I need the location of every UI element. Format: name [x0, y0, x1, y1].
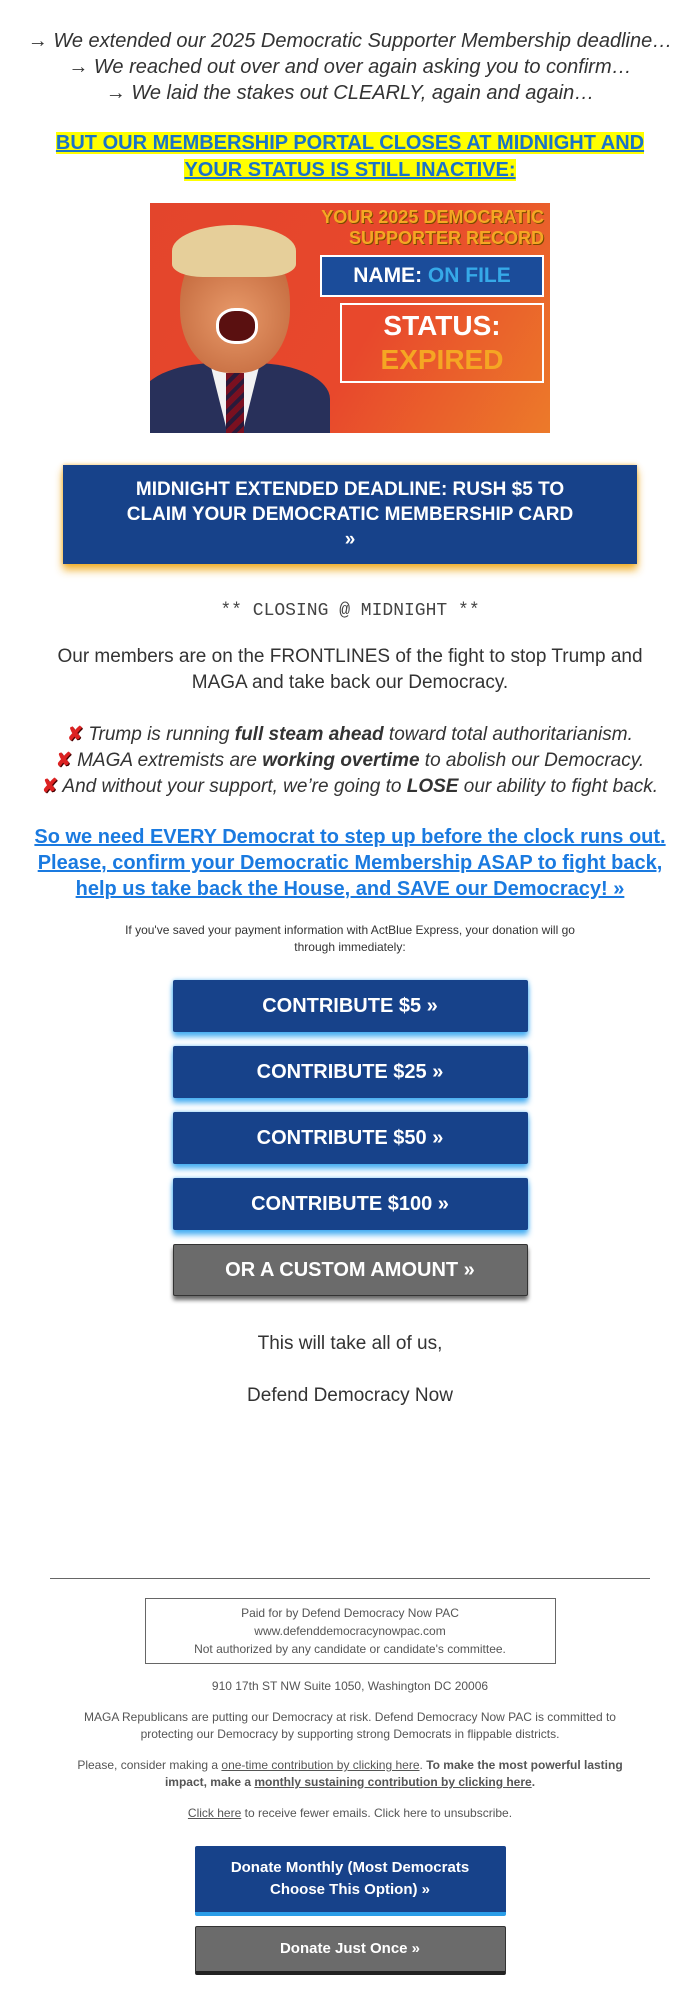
signature: Defend Democracy Now	[247, 1385, 453, 1406]
portrait-hair	[172, 225, 296, 277]
portrait-tie	[226, 373, 244, 433]
name-value: ON FILE	[427, 264, 511, 287]
cross-mark-icon: ✘	[67, 724, 84, 745]
donate-once-button[interactable]: Donate Just Once »	[194, 1926, 506, 1975]
footer-divider	[50, 1578, 650, 1579]
contribute-50-button[interactable]: CONTRIBUTE $50 »	[172, 1112, 528, 1164]
fewer-emails-link[interactable]: Click here	[187, 1806, 242, 1820]
intro-lines: → We extended our 2025 Democratic Suppor…	[0, 28, 700, 106]
status-label: STATUS:	[383, 310, 501, 341]
bullet-item: ✘ MAGA extremists are working overtime t…	[55, 750, 645, 771]
cross-mark-icon: ✘	[55, 750, 72, 771]
status-value: EXPIRED	[380, 344, 504, 375]
portrait	[150, 203, 330, 433]
contribute-5-button[interactable]: CONTRIBUTE $5 »	[172, 980, 528, 1032]
address: 910 17th ST NW Suite 1050, Washington DC…	[211, 1679, 489, 1693]
mission-text: MAGA Republicans are putting our Democra…	[84, 1710, 616, 1741]
bullet-item: ✘ Trump is running full steam ahead towa…	[67, 724, 633, 745]
cta-label: MIDNIGHT EXTENDED DEADLINE: RUSH $5 TO C…	[126, 479, 574, 550]
contribute-100-button[interactable]: CONTRIBUTE $100 »	[172, 1178, 528, 1230]
closing-notice: ** CLOSING @ MIDNIGHT **	[220, 601, 480, 621]
custom-amount-button[interactable]: OR A CUSTOM AMOUNT »	[172, 1244, 528, 1296]
one-time-link[interactable]: one-time contribution by clicking here	[221, 1758, 420, 1772]
express-note: If you've saved your payment information…	[125, 923, 575, 954]
intro-line: → We reached out over and over again ask…	[68, 56, 632, 78]
alert-heading[interactable]: BUT OUR MEMBERSHIP PORTAL CLOSES AT MIDN…	[0, 130, 700, 184]
name-label: NAME:	[353, 264, 423, 287]
signoff: This will take all of us,	[257, 1333, 443, 1354]
website-line: www.defenddemocracynowpac.com	[254, 1624, 446, 1638]
frontlines-paragraph: Our members are on the FRONTLINES of the…	[57, 646, 643, 693]
confirm-membership-link[interactable]: So we need EVERY Democrat to step up bef…	[34, 826, 666, 900]
record-panel: YOUR 2025 DEMOCRATIC SUPPORTER RECORD NA…	[320, 203, 550, 433]
midnight-deadline-button[interactable]: MIDNIGHT EXTENDED DEADLINE: RUSH $5 TO C…	[63, 465, 637, 564]
contribution-buttons: CONTRIBUTE $5 » CONTRIBUTE $25 » CONTRIB…	[0, 980, 700, 1296]
cross-mark-icon: ✘	[41, 776, 58, 797]
intro-line: → We extended our 2025 Democratic Suppor…	[27, 30, 673, 52]
confirm-membership-link-block: So we need EVERY Democrat to step up bef…	[0, 824, 700, 902]
portrait-mouth	[216, 308, 258, 344]
monthly-link[interactable]: monthly sustaining contribution by click…	[254, 1775, 532, 1789]
hero-title: YOUR 2025 DEMOCRATIC SUPPORTER RECORD	[321, 207, 544, 248]
not-authorized-line: Not authorized by any candidate or candi…	[194, 1642, 506, 1656]
intro-line: → We laid the stakes out CLEARLY, again …	[105, 82, 595, 104]
alert-link[interactable]: BUT OUR MEMBERSHIP PORTAL CLOSES AT MIDN…	[55, 132, 645, 181]
contribute-25-button[interactable]: CONTRIBUTE $25 »	[172, 1046, 528, 1098]
bullet-list: ✘ Trump is running full steam ahead towa…	[0, 722, 700, 800]
status-box: STATUS: EXPIRED	[340, 303, 544, 383]
consider-text: Please, consider making a one-time contr…	[77, 1758, 623, 1789]
hero-image[interactable]: YOUR 2025 DEMOCRATIC SUPPORTER RECORD NA…	[150, 203, 550, 433]
bullet-item: ✘ And without your support, we’re going …	[41, 776, 659, 797]
unsubscribe-text[interactable]: to receive fewer emails. Click here to u…	[241, 1806, 513, 1820]
name-box: NAME: ON FILE	[320, 255, 544, 297]
donate-monthly-button[interactable]: Donate Monthly (Most Democrats Choose Th…	[194, 1846, 506, 1916]
email-preferences: Click here to receive fewer emails. Clic…	[0, 1805, 700, 1822]
disclaimer-box: Paid for by Defend Democracy Now PAC www…	[144, 1598, 556, 1664]
donate-monthly-label: Donate Monthly (Most Democrats Choose Th…	[230, 1859, 470, 1898]
paid-for-line: Paid for by Defend Democracy Now PAC	[241, 1606, 459, 1620]
